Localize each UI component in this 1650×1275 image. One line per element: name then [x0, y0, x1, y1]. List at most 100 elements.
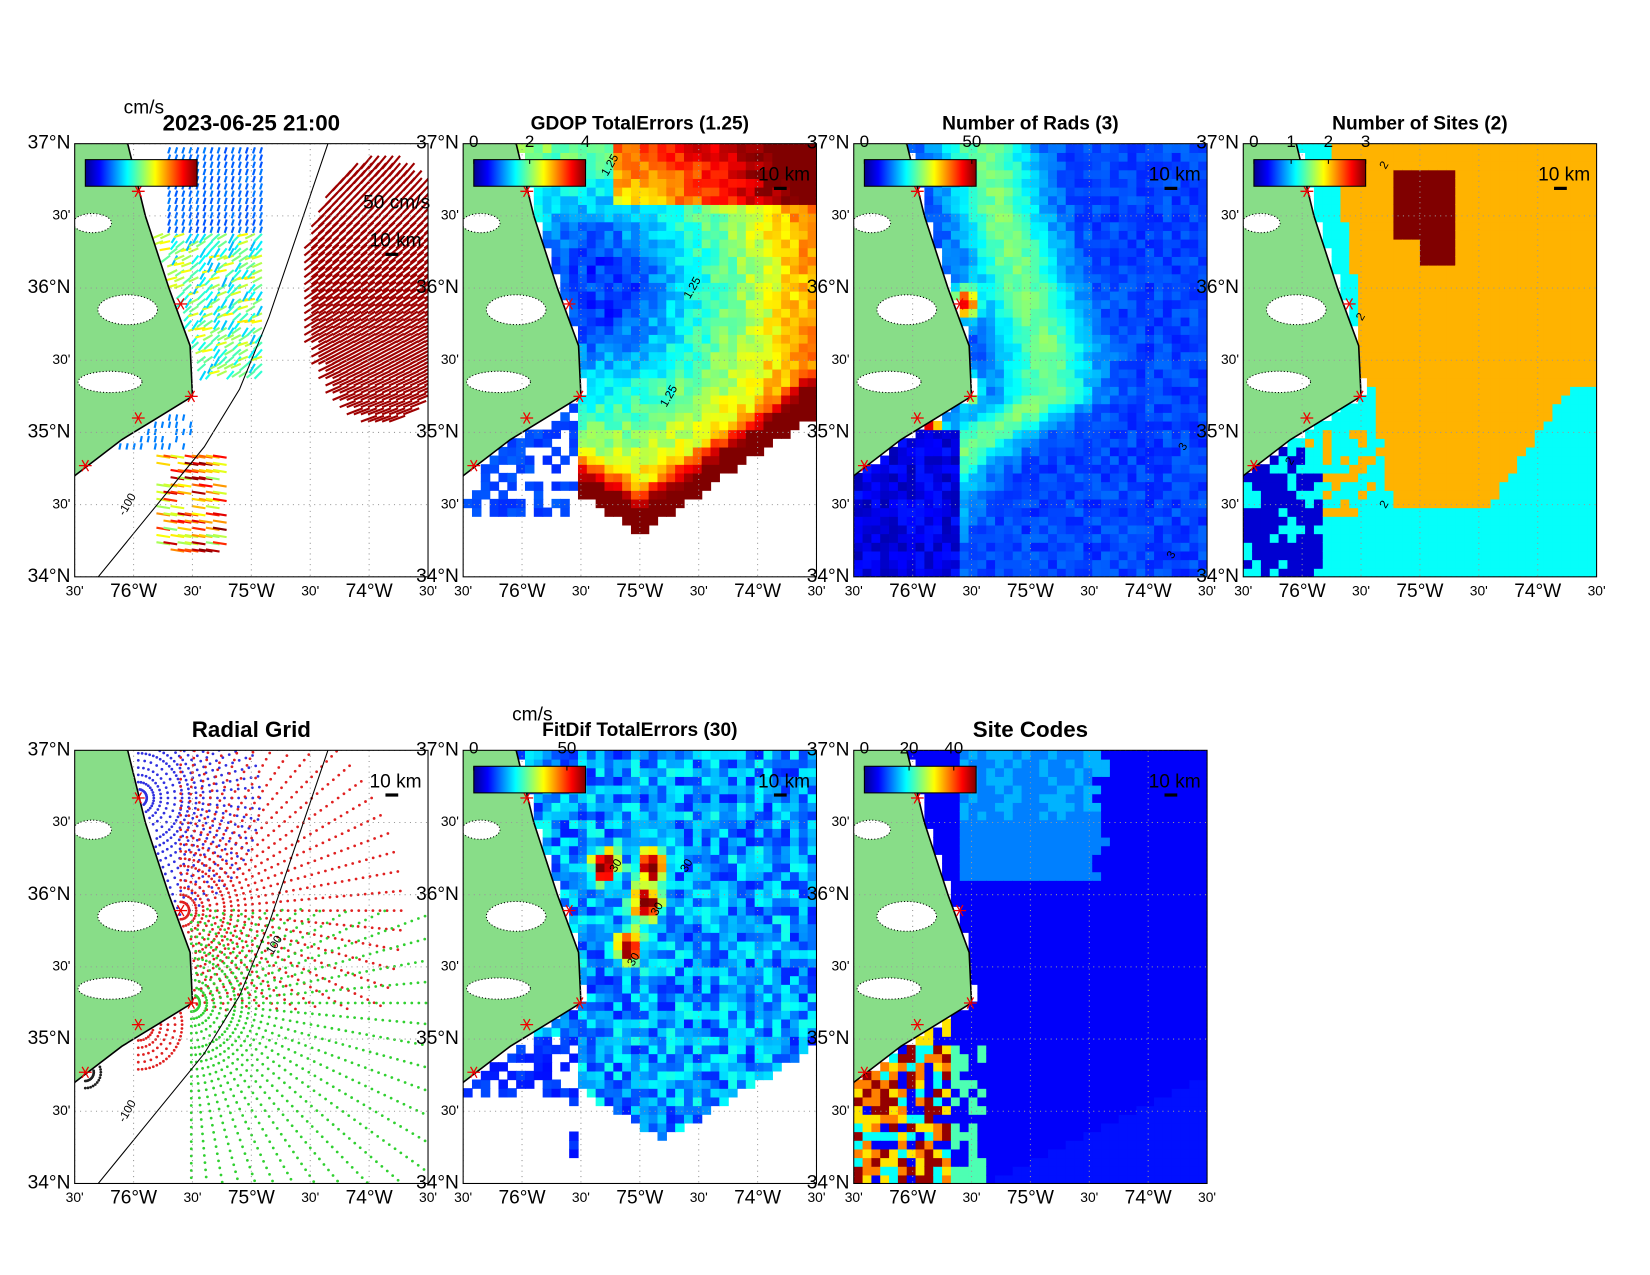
field-cell: [595, 377, 606, 387]
field-cell: [1366, 143, 1377, 153]
field-cell: [639, 334, 650, 344]
field-cell: [754, 256, 765, 266]
field-cell: [1021, 334, 1032, 344]
field-cell: [789, 212, 800, 223]
current-vector: [201, 348, 213, 353]
field-cell: [871, 550, 881, 561]
field-cell: [1313, 472, 1324, 483]
field-cell: [683, 161, 694, 171]
current-vector: [388, 162, 402, 177]
current-vector: [192, 233, 200, 244]
field-cell: [1021, 299, 1032, 309]
field-cell: [853, 568, 864, 577]
field-cell: [1455, 490, 1465, 500]
current-vector: [374, 155, 387, 170]
field-cell: [897, 542, 908, 552]
field-cell: [1127, 212, 1138, 223]
current-vector: [353, 266, 369, 279]
field-cell: [1101, 498, 1111, 509]
current-vector: [169, 240, 178, 251]
field-cell: [1340, 247, 1350, 257]
field-cell: [798, 204, 809, 214]
field-cell: [1030, 386, 1040, 396]
sound: [856, 370, 922, 394]
current-vector: [346, 399, 363, 409]
field-cell: [897, 516, 908, 526]
field-cell: [1180, 412, 1191, 422]
field-cell: [1243, 559, 1253, 569]
field-cell: [1074, 299, 1085, 309]
field-cell: [1180, 533, 1191, 543]
field-cell: [595, 230, 606, 240]
current-vector: [395, 377, 413, 387]
current-vector: [388, 280, 404, 293]
field-cell: [942, 498, 952, 509]
field-cell: [1003, 498, 1014, 509]
field-cell: [1065, 282, 1076, 292]
field-cell: [692, 412, 703, 422]
field-cell: [1162, 386, 1173, 396]
current-vector: [230, 219, 235, 226]
field-cell: [648, 507, 659, 517]
current-vector: [170, 548, 185, 553]
field-cell: [977, 524, 987, 535]
field-cell: [1305, 143, 1315, 153]
field-cell: [701, 290, 712, 301]
field-cell: [1012, 360, 1023, 370]
field-cell: [1039, 273, 1049, 283]
field-cell: [630, 169, 641, 179]
field-cell: [1030, 550, 1040, 561]
field-cell: [1366, 403, 1377, 413]
field-cell: [1109, 472, 1120, 483]
field-cell: [1030, 516, 1040, 526]
field-cell: [692, 230, 703, 240]
field-cell: [595, 446, 606, 457]
field-cell: [968, 568, 979, 577]
current-vector: [332, 310, 348, 322]
current-vector: [191, 461, 206, 466]
map-area: [1243, 143, 1597, 577]
current-vector: [360, 288, 376, 300]
field-cell: [977, 299, 987, 309]
field-cell: [1384, 498, 1395, 509]
current-vector: [237, 226, 242, 234]
field-cell: [1375, 455, 1386, 465]
field-cell: [1101, 412, 1111, 422]
field-cell: [1393, 498, 1403, 509]
field-cell: [657, 169, 667, 179]
field-cell: [789, 377, 800, 387]
field-cell: [577, 455, 588, 465]
field-cell: [1349, 230, 1359, 240]
field-cell: [1083, 178, 1093, 188]
current-vector: [177, 490, 192, 495]
field-cell: [1322, 533, 1333, 543]
current-vector: [198, 483, 213, 488]
field-cell: [675, 325, 685, 335]
field-cell: [1411, 195, 1421, 205]
field-cell: [666, 178, 676, 188]
field-cell: [977, 481, 987, 491]
field-cell: [950, 247, 961, 257]
field-cell: [1012, 472, 1023, 483]
field-cell: [1402, 386, 1412, 396]
field-cell: [613, 490, 623, 500]
field-cell: [933, 524, 943, 535]
field-cell: [666, 186, 676, 197]
field-cell: [1003, 143, 1014, 153]
field-cell: [507, 498, 517, 509]
field-cell: [1428, 464, 1439, 474]
field-cell: [781, 204, 791, 214]
field-cell: [933, 143, 943, 153]
field-cell: [1180, 161, 1191, 171]
field-cell: [1021, 273, 1032, 283]
field-cell: [1384, 420, 1395, 431]
field-cell: [1437, 247, 1448, 257]
field-cell: [639, 299, 650, 309]
current-vector: [191, 526, 206, 531]
field-cell: [498, 446, 508, 457]
field-cell: [1393, 143, 1403, 153]
current-vector: [353, 273, 369, 286]
field-cell: [1092, 550, 1102, 561]
field-cell: [666, 230, 676, 240]
field-cell: [781, 152, 791, 162]
